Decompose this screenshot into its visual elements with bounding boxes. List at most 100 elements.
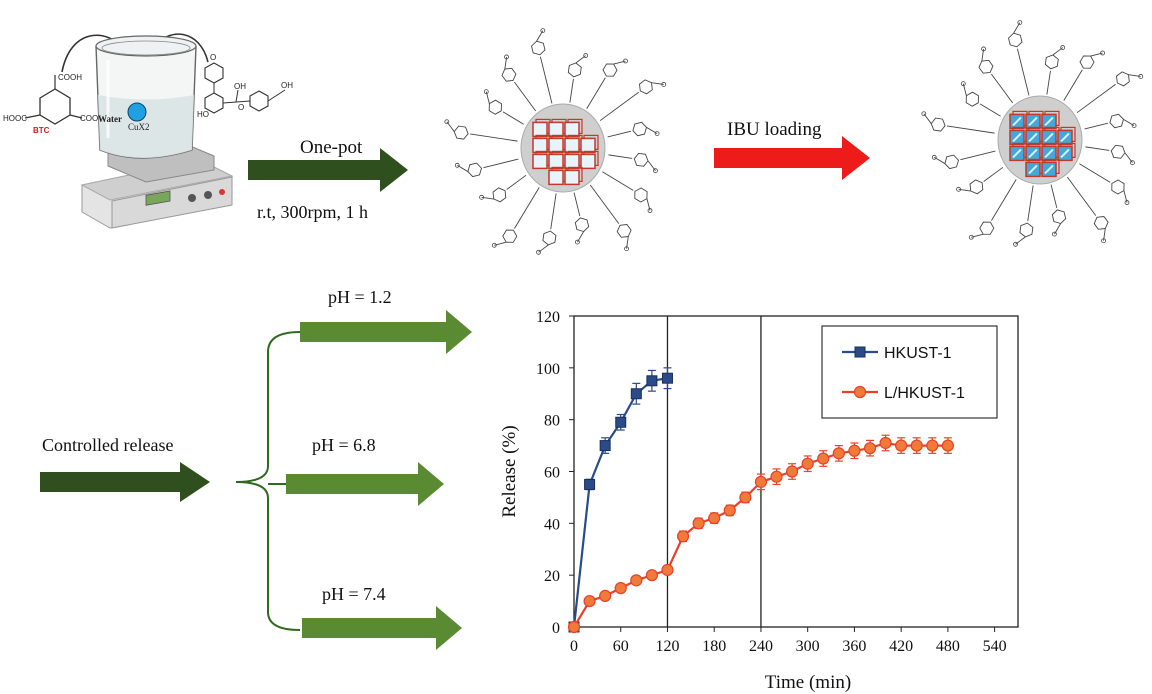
legend-marker-circle bbox=[853, 385, 867, 399]
cube-cell bbox=[580, 137, 596, 154]
branch-label-1: pH = 1.2 bbox=[328, 287, 392, 307]
legend-marker-square bbox=[854, 346, 866, 358]
data-point-circle bbox=[817, 452, 830, 465]
cube-cell bbox=[548, 153, 564, 170]
cube-cell bbox=[564, 137, 580, 154]
data-point-circle bbox=[754, 475, 768, 488]
hkust-framework-empty bbox=[444, 28, 667, 255]
ligand-ring bbox=[633, 152, 649, 167]
ligand-chain bbox=[469, 133, 518, 142]
y-axis-label: Release (%) bbox=[499, 425, 520, 517]
data-point-circle bbox=[801, 457, 814, 470]
ligand-chain bbox=[506, 174, 527, 190]
ligand-end bbox=[960, 81, 966, 87]
beaker-salt-label: CuX2 bbox=[128, 122, 150, 132]
ligand-ring bbox=[542, 230, 557, 246]
magnetic-stirrer-icon bbox=[80, 139, 234, 229]
branch-label-3: pH = 7.4 bbox=[322, 584, 386, 604]
controlled-release-arrow bbox=[40, 462, 210, 502]
data-point-square bbox=[615, 416, 627, 428]
ligand-group-top: O bbox=[210, 53, 216, 62]
ligand-chain bbox=[1027, 185, 1034, 222]
data-point-circle bbox=[723, 504, 736, 517]
ligand-ring bbox=[978, 59, 994, 74]
branch-label-2: pH = 6.8 bbox=[312, 435, 376, 455]
data-point-circle bbox=[926, 439, 939, 452]
x-tick-label: 180 bbox=[702, 638, 726, 655]
data-point-circle bbox=[879, 436, 892, 450]
ligand-end bbox=[583, 53, 589, 58]
drug-molecule bbox=[1044, 164, 1054, 175]
ligand-ring bbox=[1019, 222, 1034, 238]
cube-cell bbox=[548, 169, 564, 186]
x-axis-label: Time (min) bbox=[765, 672, 851, 693]
ligand-chain bbox=[1076, 83, 1116, 114]
drug-molecule bbox=[1012, 132, 1022, 143]
ligand-chain bbox=[946, 125, 995, 134]
branch-brace bbox=[235, 331, 301, 631]
ligand-ring bbox=[488, 99, 502, 115]
ligand-ring bbox=[501, 67, 517, 82]
ligand-chain bbox=[514, 187, 540, 229]
ligand-ring bbox=[531, 40, 546, 56]
stirrer-setup: Water CuX2 bbox=[80, 35, 234, 229]
legend-label: HKUST-1 bbox=[884, 345, 952, 362]
ligand-end bbox=[454, 162, 460, 168]
x-tick-label: 60 bbox=[613, 638, 629, 655]
btc-label: BTC bbox=[33, 126, 50, 135]
data-point-circle bbox=[910, 439, 923, 452]
x-tick-label: 0 bbox=[570, 638, 578, 655]
x-tick-label: 360 bbox=[842, 638, 866, 655]
data-point-circle bbox=[630, 574, 643, 587]
cube-cell bbox=[548, 137, 564, 154]
x-tick-label: 120 bbox=[655, 638, 679, 655]
ligand-ring bbox=[602, 63, 618, 77]
drug-molecule bbox=[1012, 116, 1022, 127]
ligand-ring bbox=[979, 221, 995, 235]
data-point-circle bbox=[863, 442, 877, 455]
y-tick-label: 80 bbox=[544, 413, 560, 430]
data-point-circle bbox=[739, 491, 752, 504]
cube-cell bbox=[580, 153, 596, 170]
ligand-chain bbox=[979, 103, 1001, 117]
ligand-end bbox=[931, 154, 937, 160]
btc-group-left: HOOC bbox=[3, 114, 27, 123]
ligand-end bbox=[624, 246, 629, 252]
x-tick-label: 540 bbox=[983, 638, 1007, 655]
ligand-group-o: O bbox=[238, 103, 244, 112]
ligand-ring bbox=[467, 162, 483, 178]
ligand-chain bbox=[539, 56, 553, 104]
data-point-square bbox=[630, 388, 642, 400]
data-point-square bbox=[599, 440, 611, 452]
ligand-chain bbox=[586, 77, 606, 109]
ligand-group-ho: HO bbox=[197, 110, 209, 119]
drug-molecule bbox=[1028, 164, 1038, 175]
data-point-circle bbox=[583, 594, 596, 608]
ligand-end bbox=[483, 89, 489, 95]
data-point-circle bbox=[770, 470, 783, 483]
x-tick-label: 300 bbox=[796, 638, 820, 655]
ligand-chain bbox=[483, 158, 519, 169]
cube-cell bbox=[548, 121, 564, 138]
ligand-ring bbox=[944, 154, 960, 170]
beaker-icon bbox=[95, 35, 197, 159]
ibu-loading-arrow bbox=[714, 136, 870, 180]
ligand-ring bbox=[1051, 209, 1067, 225]
data-point-circle bbox=[567, 620, 581, 634]
ligand-end bbox=[1060, 45, 1066, 50]
ligand-end bbox=[956, 186, 961, 192]
ligand-end bbox=[921, 111, 927, 117]
ligand-ring bbox=[632, 121, 648, 137]
ligand-end bbox=[540, 28, 546, 34]
btc-molecule: COOH HOOC COOH BTC bbox=[3, 73, 104, 135]
ligand-chain bbox=[1050, 184, 1058, 209]
cube-cell bbox=[564, 169, 580, 186]
branch-arrow-2 bbox=[286, 462, 444, 506]
ligand-ring bbox=[574, 217, 590, 233]
btc-group-right: COOH bbox=[80, 114, 104, 123]
ligand-ring bbox=[1109, 113, 1125, 129]
data-point-square bbox=[646, 375, 658, 387]
ligand-chain bbox=[513, 81, 537, 112]
ligand-ring bbox=[1093, 216, 1109, 230]
ligand-end bbox=[444, 119, 450, 125]
